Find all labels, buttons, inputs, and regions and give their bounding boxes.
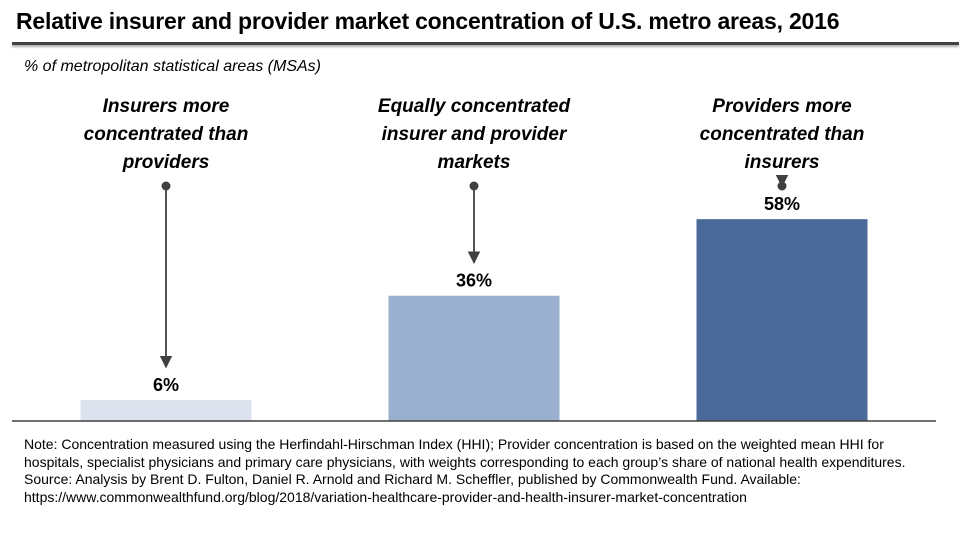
category-label: Insurers more concentrated than providers	[84, 96, 249, 173]
category-label: Providers more concentrated than insurers	[700, 96, 865, 173]
source-text: Source: Analysis by Brent D. Fulton, Dan…	[24, 471, 801, 505]
bar	[696, 219, 868, 421]
data-label: 36%	[456, 271, 492, 291]
chart-title: Relative insurer and provider market con…	[16, 8, 840, 34]
chart-subtitle: % of metropolitan statistical areas (MSA…	[24, 58, 321, 75]
category-label: Equally concentrated insurer and provider…	[378, 96, 571, 173]
bar	[80, 400, 252, 421]
bar	[388, 295, 560, 421]
data-label: 58%	[764, 194, 800, 214]
note-text: Note: Concentration measured using the H…	[24, 436, 906, 470]
footnote: Note: Concentration measured using the H…	[24, 436, 944, 506]
data-label: 6%	[153, 375, 179, 395]
bar-chart: 6% Insurers more concentrated than provider…	[12, 96, 936, 422]
title-divider	[12, 42, 959, 45]
